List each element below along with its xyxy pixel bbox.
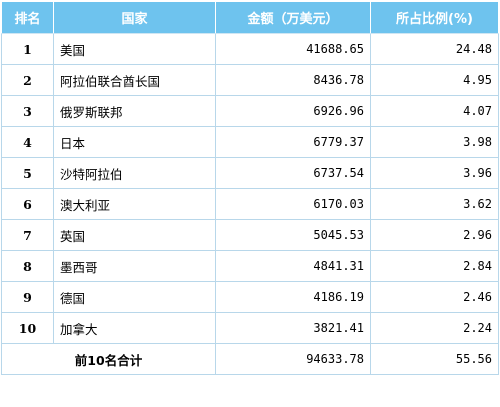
table-row: 3 俄罗斯联邦 6926.96 4.07 xyxy=(1,95,499,127)
rank-cell: 6 xyxy=(1,188,54,220)
share-cell: 4.95 xyxy=(370,64,499,96)
share-cell: 3.62 xyxy=(370,188,499,220)
table-header: 排名 国家 金额（万美元） 所占比例(%) xyxy=(1,1,499,34)
country-cell: 德国 xyxy=(53,281,216,313)
amount-cell: 4186.19 xyxy=(215,281,371,313)
rank-cell: 4 xyxy=(1,126,54,158)
amount-cell: 8436.78 xyxy=(215,64,371,96)
table-row: 6 澳大利亚 6170.03 3.62 xyxy=(1,188,499,220)
country-cell: 美国 xyxy=(53,33,216,65)
header-share: 所占比例(%) xyxy=(370,1,499,34)
rank-cell: 2 xyxy=(1,64,54,96)
country-cell: 阿拉伯联合酋长国 xyxy=(53,64,216,96)
share-cell: 2.24 xyxy=(370,312,499,344)
share-cell: 2.46 xyxy=(370,281,499,313)
table-row: 8 墨西哥 4841.31 2.84 xyxy=(1,250,499,282)
total-amount: 94633.78 xyxy=(215,343,371,375)
country-cell: 澳大利亚 xyxy=(53,188,216,220)
amount-cell: 41688.65 xyxy=(215,33,371,65)
total-label: 前10名合计 xyxy=(1,343,216,375)
table-row: 7 英国 5045.53 2.96 xyxy=(1,219,499,251)
country-cell: 加拿大 xyxy=(53,312,216,344)
rank-cell: 5 xyxy=(1,157,54,189)
rank-cell: 9 xyxy=(1,281,54,313)
country-cell: 英国 xyxy=(53,219,216,251)
amount-cell: 6926.96 xyxy=(215,95,371,127)
share-cell: 3.96 xyxy=(370,157,499,189)
amount-cell: 6737.54 xyxy=(215,157,371,189)
table-row: 4 日本 6779.37 3.98 xyxy=(1,126,499,158)
total-share: 55.56 xyxy=(370,343,499,375)
country-cell: 俄罗斯联邦 xyxy=(53,95,216,127)
share-cell: 2.96 xyxy=(370,219,499,251)
amount-cell: 6779.37 xyxy=(215,126,371,158)
amount-cell: 6170.03 xyxy=(215,188,371,220)
header-country: 国家 xyxy=(53,1,216,34)
rank-cell: 10 xyxy=(1,312,54,344)
table-row: 2 阿拉伯联合酋长国 8436.78 4.95 xyxy=(1,64,499,96)
table-body: 1 美国 41688.65 24.48 2 阿拉伯联合酋长国 8436.78 4… xyxy=(1,33,499,375)
table-row: 9 德国 4186.19 2.46 xyxy=(1,281,499,313)
share-cell: 2.84 xyxy=(370,250,499,282)
amount-cell: 5045.53 xyxy=(215,219,371,251)
amount-cell: 3821.41 xyxy=(215,312,371,344)
share-cell: 4.07 xyxy=(370,95,499,127)
rank-cell: 7 xyxy=(1,219,54,251)
rank-cell: 8 xyxy=(1,250,54,282)
rank-cell: 1 xyxy=(1,33,54,65)
header-row: 排名 国家 金额（万美元） 所占比例(%) xyxy=(1,1,499,34)
ranking-table: 排名 国家 金额（万美元） 所占比例(%) 1 美国 41688.65 24.4… xyxy=(1,1,499,375)
header-amount: 金额（万美元） xyxy=(215,1,371,34)
country-cell: 日本 xyxy=(53,126,216,158)
table-row: 1 美国 41688.65 24.48 xyxy=(1,33,499,65)
header-rank: 排名 xyxy=(1,1,54,34)
table-row: 10 加拿大 3821.41 2.24 xyxy=(1,312,499,344)
country-cell: 沙特阿拉伯 xyxy=(53,157,216,189)
share-cell: 3.98 xyxy=(370,126,499,158)
country-cell: 墨西哥 xyxy=(53,250,216,282)
amount-cell: 4841.31 xyxy=(215,250,371,282)
total-row: 前10名合计 94633.78 55.56 xyxy=(1,343,499,375)
table-row: 5 沙特阿拉伯 6737.54 3.96 xyxy=(1,157,499,189)
share-cell: 24.48 xyxy=(370,33,499,65)
rank-cell: 3 xyxy=(1,95,54,127)
